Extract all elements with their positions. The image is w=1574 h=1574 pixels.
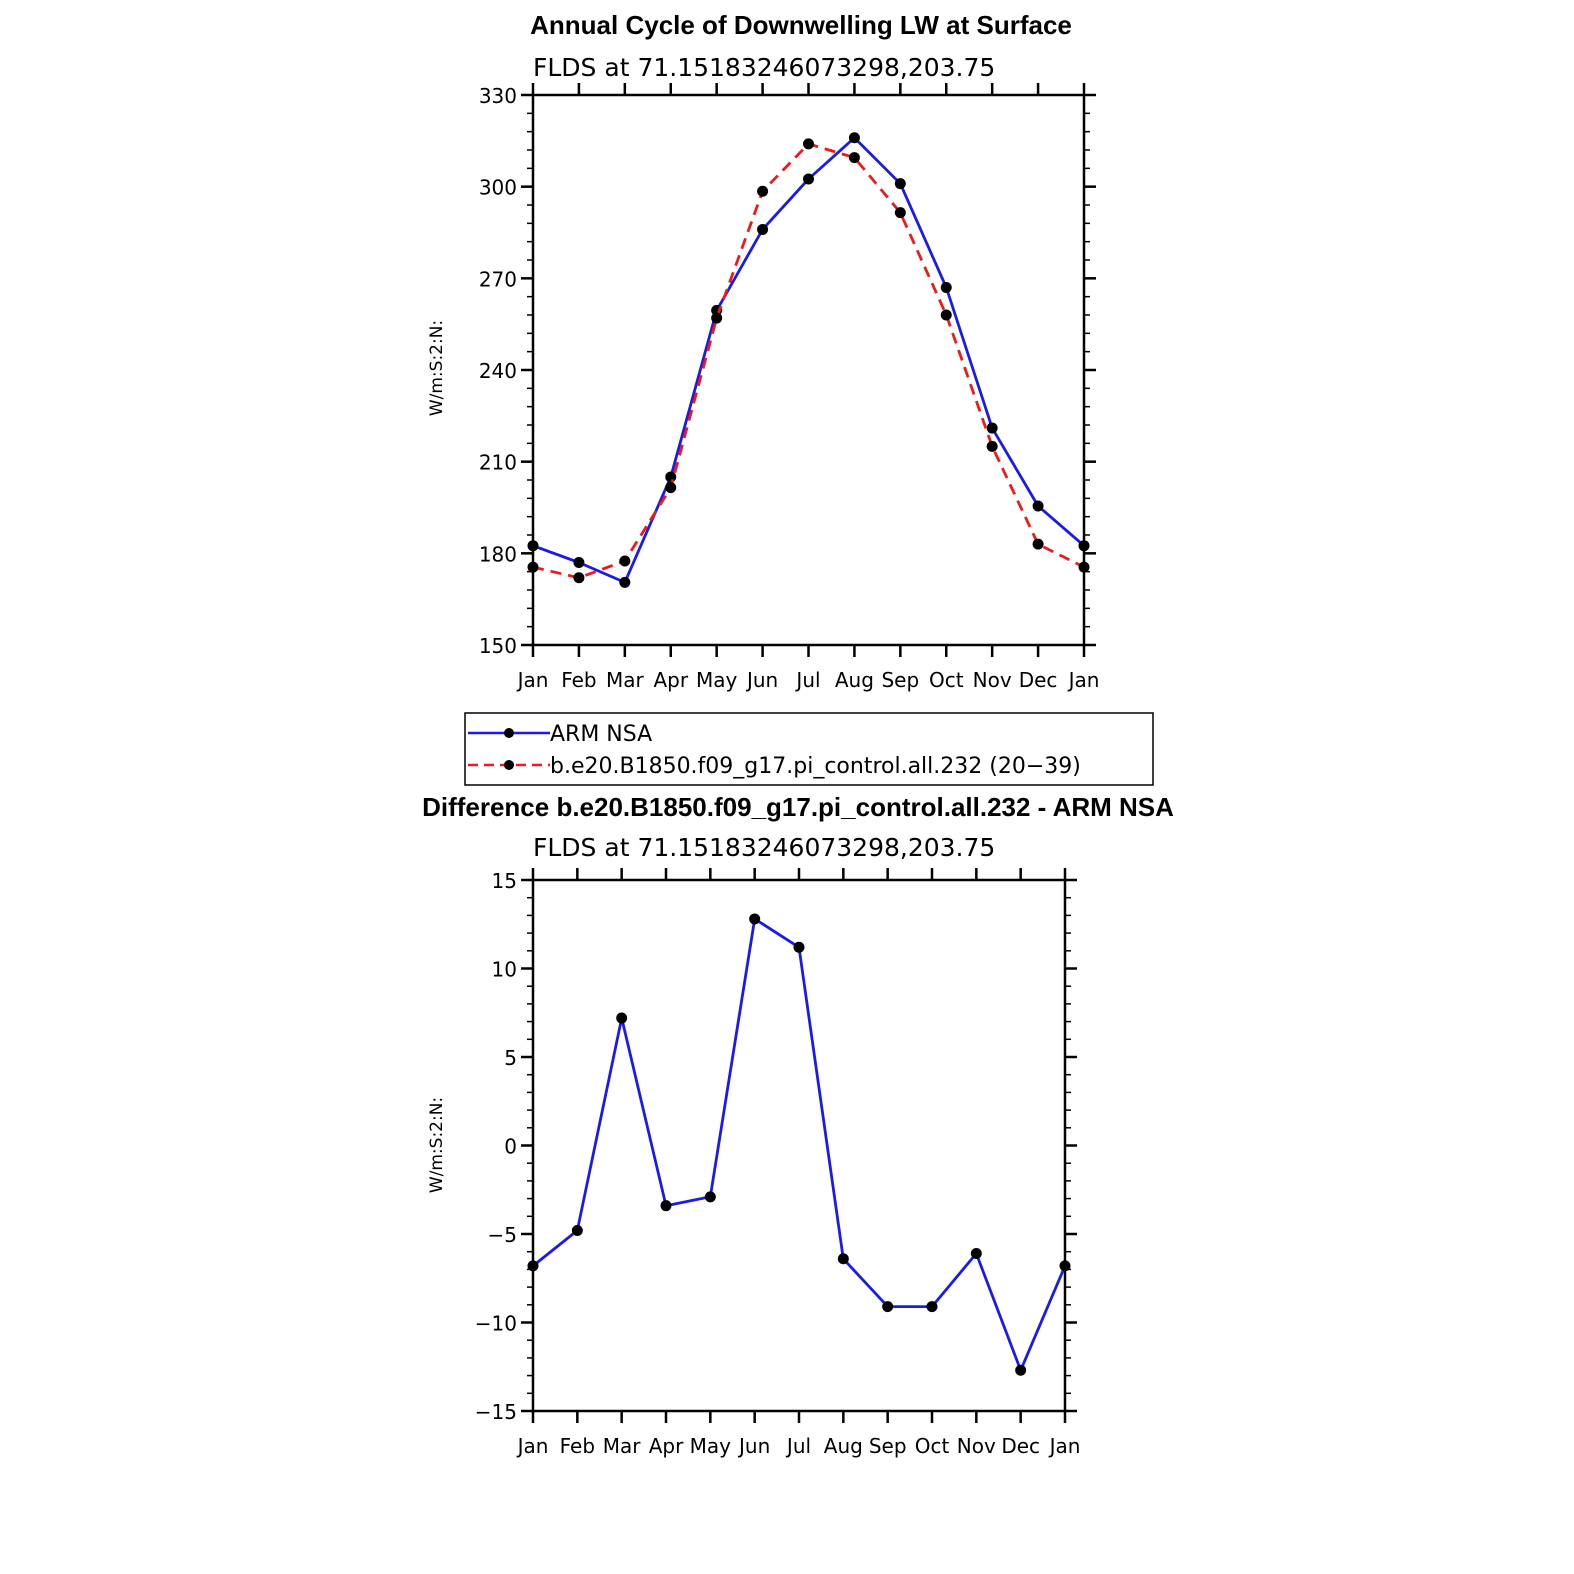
- bottom-chart-xtick-label: Oct: [915, 1434, 950, 1458]
- top-chart-series-0-point: [665, 471, 677, 483]
- top-chart-series-1-point: [1032, 538, 1044, 550]
- bottom-chart-xtick-label: Jan: [1048, 1434, 1081, 1458]
- top-chart-series-0-point: [527, 540, 539, 552]
- bottom-chart-series-0-point: [1015, 1364, 1027, 1376]
- legend-label-model: b.e20.B1850.f09_g17.pi_control.all.232 (…: [550, 754, 1081, 779]
- bottom-chart-plot: −15 −10 −5 0 5 10 15 Jan Feb Mar Apr May Jun Jul Aug Se…: [475, 868, 1081, 1458]
- bottom-chart-series-0-point: [970, 1247, 982, 1259]
- top-chart-series-0-point: [1078, 540, 1090, 552]
- bottom-chart-ytick-label: −10: [475, 1312, 517, 1336]
- top-chart-series-1-point: [527, 561, 539, 573]
- top-chart-series-0-point: [803, 173, 814, 185]
- top-chart-series-line-1: [532, 142, 1085, 580]
- top-chart-series-0-point: [848, 132, 860, 144]
- top-chart-series-0-point: [573, 557, 585, 568]
- bottom-chart-series-0-point: [527, 1260, 539, 1272]
- top-chart-plot: 150 180 210 240 270 300 330 Jan Feb Mar Apr May Jun J…: [479, 83, 1100, 692]
- top-chart-xtick-label: Jan: [516, 668, 549, 692]
- bottom-chart-series-line-0: [532, 917, 1067, 1372]
- top-chart-xtick-label: Nov: [973, 668, 1012, 692]
- bottom-chart-xtick-label: Sep: [869, 1434, 907, 1458]
- bottom-chart-frame: [531, 878, 1067, 1413]
- bottom-chart-xtick-label: Apr: [649, 1434, 684, 1458]
- top-chart-series-0-point: [757, 223, 769, 235]
- top-chart-series-1-point: [803, 138, 814, 150]
- top-chart-xtick-label: Aug: [835, 668, 874, 692]
- bottom-chart-ytick-label: −15: [475, 1400, 517, 1424]
- bottom-chart-series-0-point: [1059, 1260, 1071, 1272]
- bottom-chart-ytick-label: 5: [504, 1046, 517, 1070]
- top-chart-ytick-label: 210: [479, 451, 517, 475]
- top-chart-series-line-0: [532, 136, 1085, 584]
- bottom-chart-xtick-label: Jan: [516, 1434, 549, 1458]
- top-chart-series-0-point: [1032, 500, 1044, 512]
- top-chart-series-1-point: [848, 152, 860, 164]
- bottom-chart-xtick-label: Jun: [737, 1434, 770, 1458]
- bottom-chart-xtick-label: Mar: [603, 1434, 642, 1458]
- bottom-chart-ylabel: W/m:S:2:N:: [427, 1097, 447, 1193]
- bottom-chart-series-0-point: [660, 1200, 672, 1212]
- top-chart-series-1-point: [894, 207, 906, 219]
- top-chart-series-1-point: [940, 309, 952, 321]
- top-chart-series-1-point: [757, 185, 769, 197]
- top-chart-series-0-point: [619, 576, 631, 588]
- bottom-chart-xtick-label: Jul: [785, 1434, 811, 1458]
- top-chart-xtick-label: May: [696, 668, 738, 692]
- top-chart-series-1-point: [986, 440, 998, 452]
- bottom-chart-xtick-label: Aug: [824, 1434, 863, 1458]
- top-chart-ytick-label: 330: [479, 84, 517, 108]
- top-chart-series-0-point: [894, 178, 906, 190]
- legend-label-obs: ARM NSA: [550, 722, 652, 747]
- bottom-chart-series-0-point: [749, 913, 761, 925]
- top-chart-series-1-point: [1078, 561, 1090, 573]
- top-chart-series-1-point: [573, 572, 585, 584]
- top-chart-ylabel: W/m:S:2:N:: [427, 320, 447, 416]
- top-chart-xtick-label: Jan: [1067, 668, 1100, 692]
- top-chart-series-0-point: [940, 282, 952, 293]
- bottom-chart-subtitle: FLDS at 71.15183246073298,203.75: [533, 833, 995, 862]
- bottom-chart-ytick-label: 15: [492, 869, 517, 893]
- bottom-chart-series-0-point: [616, 1012, 628, 1024]
- top-chart-xtick-label: Jun: [745, 668, 778, 692]
- legend-marker-obs: [504, 728, 514, 738]
- bottom-chart-xtick-label: Nov: [957, 1434, 996, 1458]
- top-chart-ytick-label: 180: [479, 542, 517, 566]
- top-chart-xtick-label: Sep: [881, 668, 919, 692]
- top-chart-xtick-label: Mar: [606, 668, 645, 692]
- top-chart-title: Annual Cycle of Downwelling LW at Surfac…: [530, 10, 1072, 40]
- top-chart-xtick-label: Feb: [561, 668, 596, 692]
- top-chart-ytick-label: 150: [479, 634, 517, 658]
- bottom-chart-ytick-label: 0: [504, 1135, 517, 1159]
- top-chart-series-1-point: [665, 482, 677, 494]
- top-chart-xtick-label: Dec: [1019, 668, 1058, 692]
- bottom-chart-xtick-label: Dec: [1001, 1434, 1040, 1458]
- top-chart-subtitle: FLDS at 71.15183246073298,203.75: [533, 53, 995, 82]
- bottom-chart-series-0-point: [926, 1301, 938, 1313]
- legend: ARM NSA b.e20.B1850.f09_g17.pi_control.a…: [464, 712, 1154, 786]
- bottom-chart-ytick-label: 10: [492, 958, 517, 982]
- bottom-chart-ytick-label: −5: [488, 1223, 517, 1247]
- bottom-chart-series-0-point: [793, 941, 805, 953]
- top-chart-series-1-point: [711, 312, 723, 324]
- bottom-chart-series-0-point: [837, 1253, 849, 1265]
- legend-marker-model: [504, 760, 514, 770]
- top-chart-series-1-point: [619, 555, 631, 567]
- bottom-chart-series-0-point: [704, 1191, 716, 1203]
- bottom-chart-title: Difference b.e20.B1850.f09_g17.pi_contro…: [422, 792, 1174, 822]
- top-chart-xtick-label: Apr: [653, 668, 688, 692]
- top-chart-ytick-label: 270: [479, 267, 517, 291]
- top-chart-xtick-label: Oct: [929, 668, 964, 692]
- top-chart-xtick-label: Jul: [794, 668, 820, 692]
- legend-box: [464, 712, 1154, 786]
- top-chart-ytick-label: 240: [479, 359, 517, 383]
- bottom-chart-series-0-point: [882, 1301, 894, 1313]
- bottom-chart-series-0-point: [571, 1224, 583, 1236]
- top-chart-series-0-point: [986, 422, 998, 434]
- bottom-chart-xtick-label: May: [690, 1434, 732, 1458]
- bottom-chart-xtick-label: Feb: [560, 1434, 595, 1458]
- top-chart-ytick-label: 300: [479, 176, 517, 200]
